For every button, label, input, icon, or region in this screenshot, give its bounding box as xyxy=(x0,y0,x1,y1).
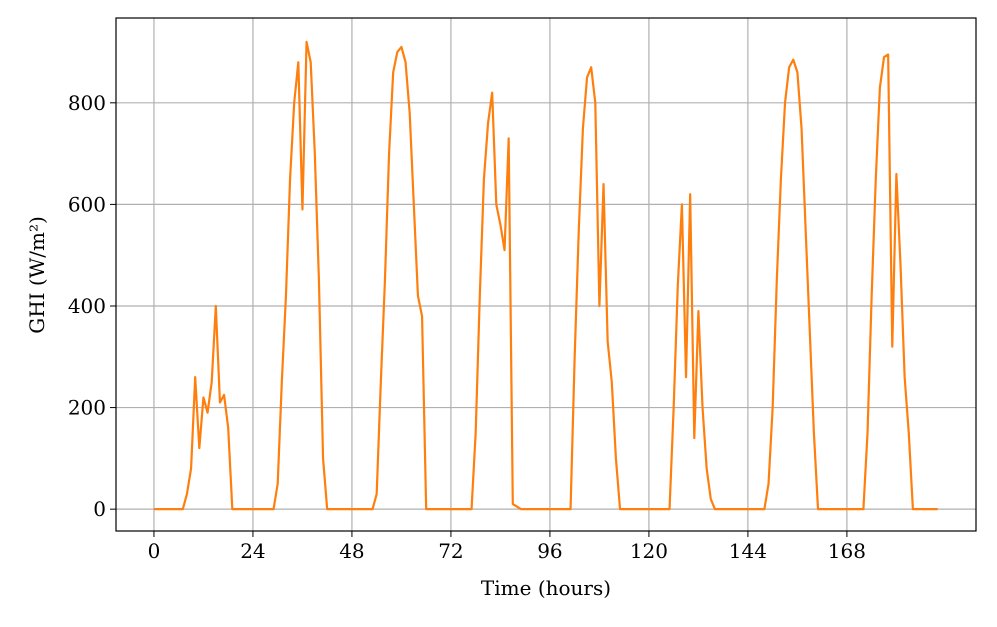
x-tick-label: 96 xyxy=(537,539,562,563)
x-tick-label: 48 xyxy=(339,539,364,563)
y-tick-label: 0 xyxy=(93,497,106,521)
y-tick-label: 400 xyxy=(68,294,106,318)
x-tick-label: 168 xyxy=(828,539,866,563)
y-tick-label: 800 xyxy=(68,91,106,115)
plot-frame xyxy=(115,17,977,532)
y-axis-label: GHI (W/m²) xyxy=(25,216,49,334)
x-axis-label: Time (hours) xyxy=(481,576,611,600)
x-tick-label: 24 xyxy=(240,539,265,563)
x-tick-label: 72 xyxy=(438,539,463,563)
x-tick-label: 0 xyxy=(148,539,161,563)
x-tick-label: 144 xyxy=(729,539,767,563)
x-tick-label: 120 xyxy=(630,539,668,563)
line-series xyxy=(153,40,938,511)
y-tick-label: 200 xyxy=(68,396,106,420)
y-tick-label: 600 xyxy=(68,192,106,216)
